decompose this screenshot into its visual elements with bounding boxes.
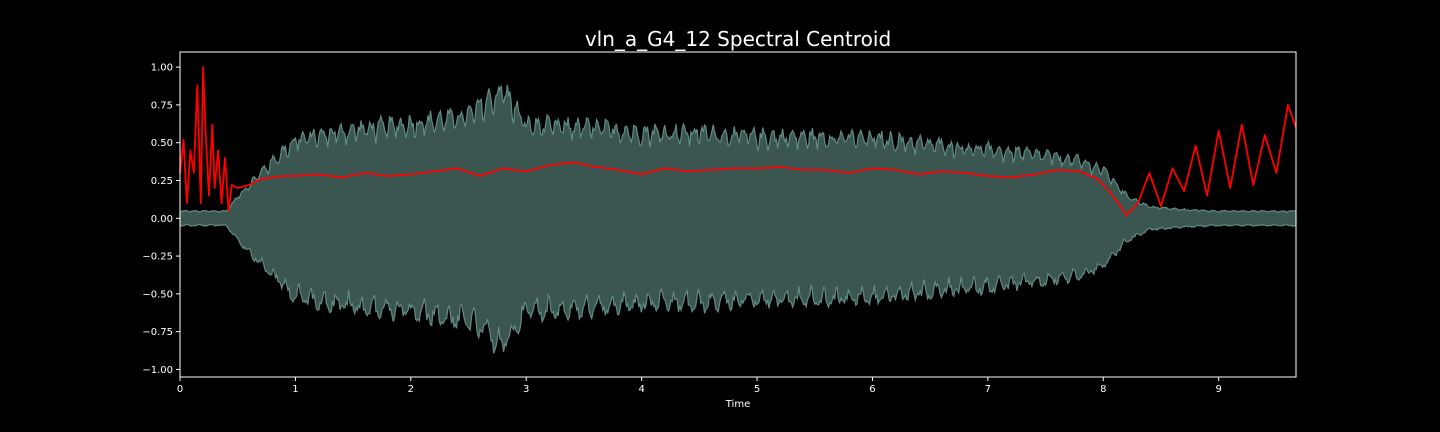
x-axis-label: Time xyxy=(725,399,750,410)
x-tick-label: 0 xyxy=(177,384,183,395)
y-tick-label: −0.25 xyxy=(142,252,173,263)
x-tick-label: 5 xyxy=(754,384,760,395)
spectral-centroid-line xyxy=(179,66,1297,217)
y-tick-label: 0.25 xyxy=(151,176,173,187)
y-axis: 1.00 0.75 0.50 0.25 0.00 −0.25 −0.50 −0.75 −1.00 xyxy=(142,63,180,376)
x-tick-label: 4 xyxy=(638,384,644,395)
x-tick-label: 3 xyxy=(523,384,529,395)
y-tick-label: −1.00 xyxy=(142,365,173,376)
x-tick-label: 9 xyxy=(1215,384,1221,395)
y-tick-label: 1.00 xyxy=(151,63,173,74)
y-tick-label: 0.00 xyxy=(151,214,173,225)
x-tick-label: 2 xyxy=(408,384,414,395)
x-axis: 0 1 2 3 4 5 6 7 8 9 xyxy=(177,377,1222,395)
x-tick-label: 7 xyxy=(985,384,991,395)
y-tick-label: −0.75 xyxy=(142,327,173,338)
y-tick-label: −0.50 xyxy=(142,289,173,300)
axes-frame xyxy=(179,51,1297,378)
x-tick-label: 8 xyxy=(1100,384,1106,395)
x-tick-label: 6 xyxy=(869,384,875,395)
chart-title: vln_a_G4_12 Spectral Centroid xyxy=(585,27,891,51)
y-tick-label: 0.50 xyxy=(151,138,173,149)
x-tick-label: 1 xyxy=(292,384,298,395)
y-tick-label: 0.75 xyxy=(151,100,173,111)
